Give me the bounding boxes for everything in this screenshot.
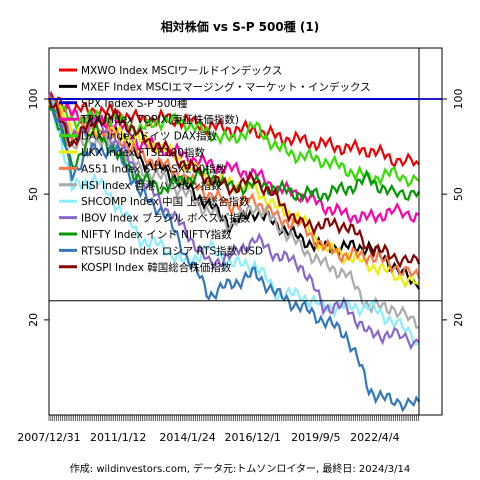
x-tick-label-1: 2011/1/12 — [90, 431, 146, 444]
chart-title: 相対株価 vs S-P 500種 (1) — [161, 19, 319, 34]
legend-label-8: SHCOMP Index 中国 上海総合指数 — [81, 195, 250, 208]
x-tick-label-5: 2022/4/4 — [350, 431, 399, 444]
legend-label-10: NIFTY Index インド NIFTY指数 — [81, 228, 232, 241]
legend-label-2: SPX Index S-P 500種 — [81, 97, 188, 110]
legend-label-5: UKX Index FTSE100指数 — [81, 146, 205, 159]
series-line-1 — [47, 92, 421, 290]
series-line-6 — [48, 95, 421, 280]
y-tick-label-right-2: 100 — [452, 88, 465, 109]
series-line-10 — [48, 104, 421, 203]
series-line-11 — [48, 100, 421, 413]
series-layer — [47, 90, 421, 413]
x-tick-label-2: 2014/1/24 — [159, 431, 215, 444]
legend-label-4: DAX Index ドイツ DAX指数 — [81, 130, 217, 143]
series-line-4 — [47, 100, 420, 188]
y-tick-label-right-0: 20 — [452, 313, 465, 327]
series-line-8 — [48, 96, 420, 346]
y-tick-label-right-1: 50 — [452, 187, 465, 201]
legend-label-12: KOSPI Index 韓国総合株価指数 — [81, 261, 232, 274]
reference-lines — [49, 98, 442, 302]
footer-caption: 作成: wildinvestors.com, データ元:トムソンロイター, 最終… — [70, 462, 410, 475]
series-line-9 — [47, 92, 420, 351]
plot-frame — [48, 47, 443, 416]
series-line-12 — [47, 97, 421, 269]
y-tick-label-left-0: 20 — [27, 313, 40, 327]
legend-label-9: IBOV Index ブラジル ボベスパ指数 — [81, 212, 251, 225]
y-axes: 20 20 50 50 100 100 — [27, 88, 465, 326]
y-tick-label-left-1: 50 — [27, 187, 40, 201]
x-tick-label-0: 2007/12/31 — [17, 431, 80, 444]
legend-label-7: HSI Index 香港 ハンセン指数 — [81, 179, 222, 192]
legend-label-0: MXWO Index MSCIワールドインデックス — [81, 64, 282, 77]
legend: MXWO Index MSCIワールドインデックス MXEF Index MSCI… — [59, 64, 371, 274]
legend-label-1: MXEF Index MSCIエマージング・マーケット・インデックス — [81, 80, 371, 93]
x-tick-label-3: 2016/12/1 — [225, 431, 281, 444]
legend-label-11: RTSIUSD Index ロシア RTS指数 USD — [81, 244, 263, 257]
x-axis: 2007/12/31 2011/1/12 2014/1/24 2016/12/1 201… — [17, 415, 419, 444]
legend-label-6: AS51 Index S-P/ASX200指数 — [81, 162, 227, 175]
y-tick-label-left-2: 100 — [27, 88, 40, 109]
legend-label-3: TPX Index TOPIX(東証株価指数) — [80, 113, 239, 126]
x-tick-label-4: 2019/9/5 — [291, 431, 340, 444]
